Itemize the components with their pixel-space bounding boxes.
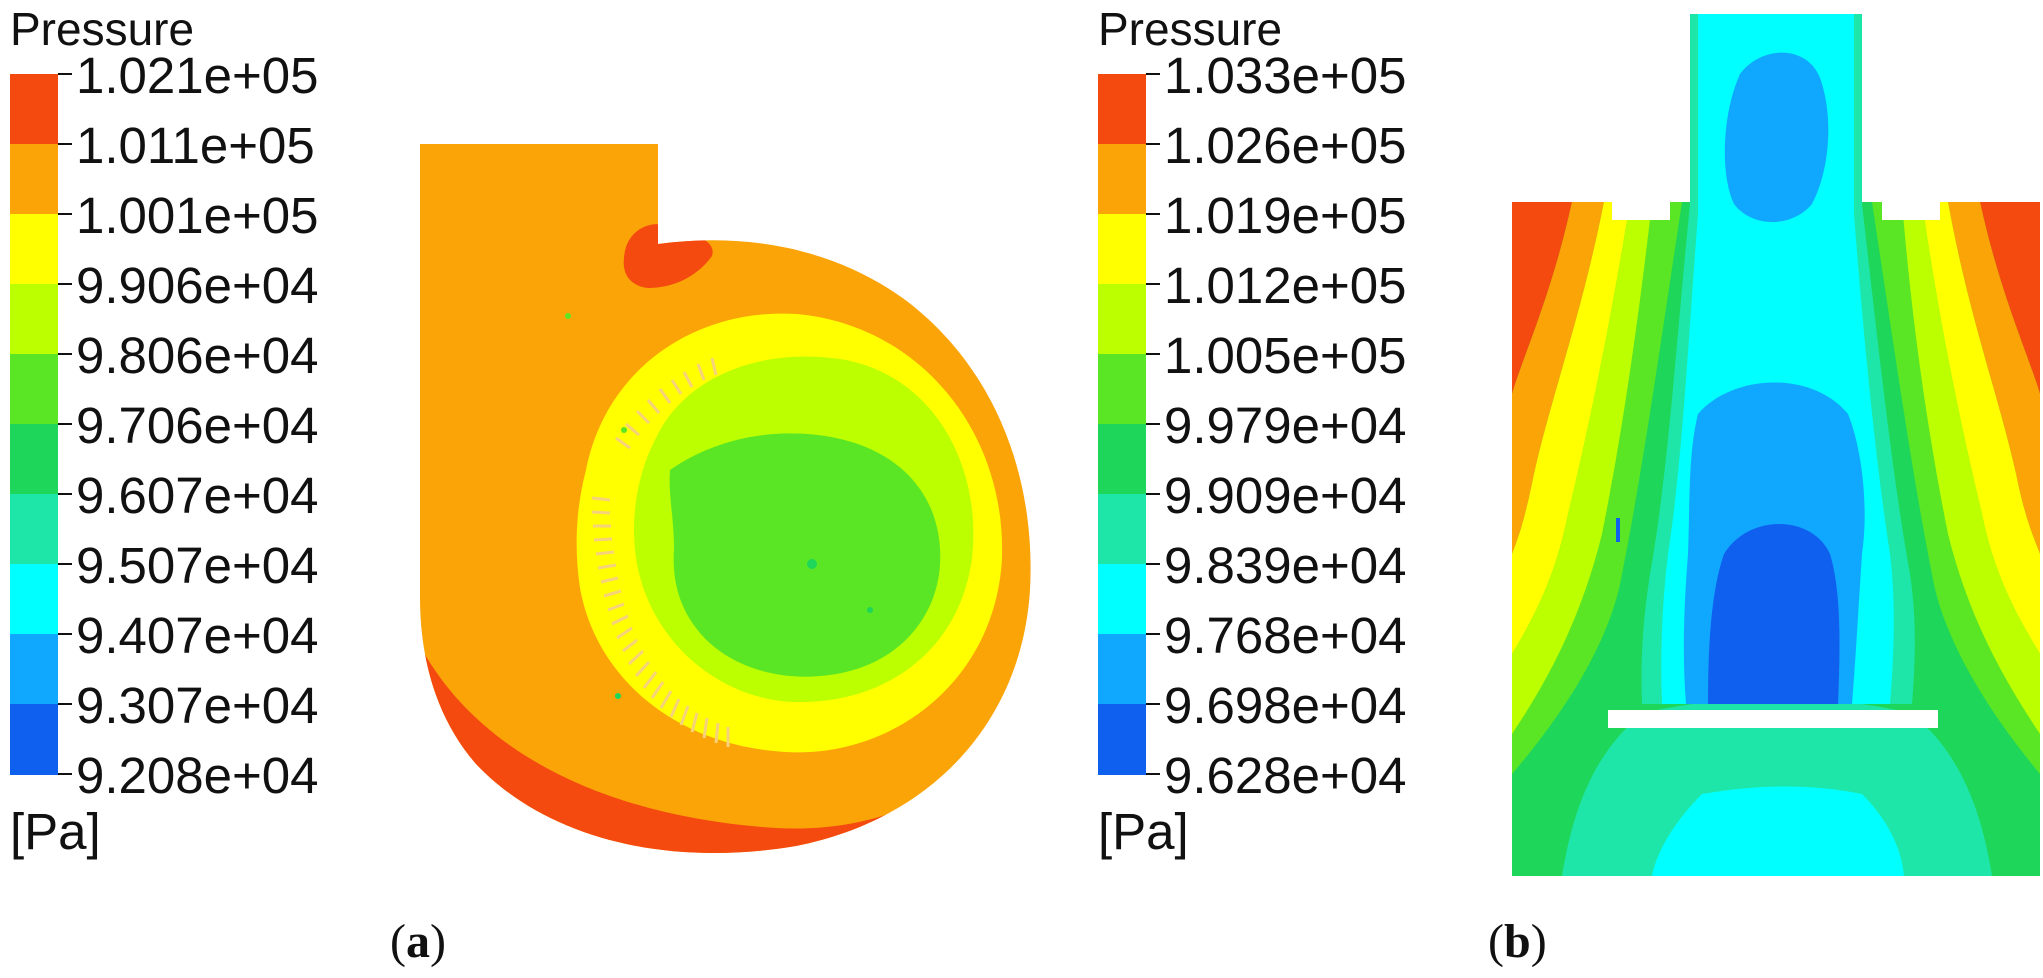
legend-color-band [10,284,58,355]
legend-tick-mark [1146,493,1160,495]
legend-tick-label: 9.909e+04 [1164,467,1407,524]
legend-color-band [10,354,58,425]
legend-color-band [1098,564,1146,635]
legend-tick-label: 1.001e+05 [76,187,319,244]
legend-color-band [1098,704,1146,775]
impeller-blades [591,357,730,747]
legend-tick-mark [58,143,72,145]
right-high-region [1980,202,2040,394]
legend-tick-label: 9.839e+04 [1164,537,1407,594]
legend-a-colorbar [10,74,58,775]
left-lightgreen-region [1512,202,1652,734]
legend-color-band [1098,214,1146,285]
left-orange-region [1512,202,1604,554]
legend-color-band [10,704,58,775]
legend-color-band [1098,354,1146,425]
legend-tick-mark [1146,563,1160,565]
legend-tick-mark [1146,353,1160,355]
legend-tick-label: 9.698e+04 [1164,677,1407,734]
legend-b-title: Pressure [1098,3,1283,55]
legend-tick-mark [1146,73,1160,75]
legend-tick-mark [58,633,72,635]
legend-color-band [1098,144,1146,215]
bottom-cyan-region [1652,786,1904,876]
legend-color-band [1098,494,1146,565]
legend-tick-label: 1.012e+05 [1164,257,1407,314]
right-lightgreen-region [1902,202,2040,734]
legend-tick-label: 9.979e+04 [1164,397,1407,454]
legend-color-band [10,74,58,145]
legend-tick-label: 9.407e+04 [76,607,319,664]
contour-plot-b [1512,14,2040,876]
legend-tick-mark [1146,423,1160,425]
legend-tick-mark [58,213,72,215]
upper-low-region [1724,52,1829,222]
legend-tick-mark [1146,633,1160,635]
legend-tick-label: 9.607e+04 [76,467,319,524]
baffle-plate [1608,710,1938,728]
legend-tick-label: 1.019e+05 [1164,187,1407,244]
legend-tick-label: 9.628e+04 [1164,747,1407,804]
legend-b-unit: [Pa] [1098,803,1189,860]
legend-color-band [10,564,58,635]
legend-tick-mark [58,353,72,355]
volute-outer-high-region [420,638,1031,854]
inner-low-core-region [669,433,941,677]
left-high-region [1512,202,1572,394]
legend-tick-label: 1.011e+05 [76,117,315,174]
legend-tick-mark [58,283,72,285]
legend-tick-mark [58,73,72,75]
legend-tick-label: 1.026e+05 [1164,117,1407,174]
left-yellow-region [1512,202,1630,654]
legend-color-band [10,634,58,705]
panel-label-b: (b) [1488,915,1547,968]
legend-tick-label: 9.806e+04 [76,327,319,384]
legend-tick-label: 9.906e+04 [76,257,319,314]
legend-color-band [10,214,58,285]
legend-tick-label: 9.208e+04 [76,747,319,804]
legend-tick-label: 1.005e+05 [1164,327,1407,384]
legend-tick-label: 1.021e+05 [76,47,319,104]
legend-color-band [10,144,58,215]
legend-tick-label: 9.307e+04 [76,677,319,734]
legend-tick-mark [1146,213,1160,215]
legend-tick-mark [1146,143,1160,145]
legend-color-band [1098,424,1146,495]
contour-plot-a [420,144,1031,854]
legend-a-title: Pressure [10,3,195,55]
legend-tick-mark [58,423,72,425]
legend-tick-label: 9.768e+04 [1164,607,1407,664]
legend-color-band [1098,74,1146,145]
right-yellow-region [1922,202,2040,654]
legend-tick-mark [1146,283,1160,285]
lowest-pressure-region [1708,524,1840,704]
legend-tick-mark [1146,703,1160,705]
legend-b-colorbar [1098,74,1146,775]
legend-tick-mark [58,703,72,705]
right-orange-region [1948,202,2040,554]
legend-a-unit: [Pa] [10,803,101,860]
legend-tick-mark [1146,773,1160,775]
legend-color-band [1098,634,1146,705]
legend-color-band [10,424,58,495]
legend-tick-label: 9.507e+04 [76,537,319,594]
legend-tick-label: 9.706e+04 [76,397,319,454]
legend-tick-mark [58,563,72,565]
legend-tick-mark [58,773,72,775]
legend-tick-mark [58,493,72,495]
legend-color-band [10,494,58,565]
legend-tick-label: 1.033e+05 [1164,47,1407,104]
panel-label-a: (a) [390,915,446,968]
legend-color-band [1098,284,1146,355]
